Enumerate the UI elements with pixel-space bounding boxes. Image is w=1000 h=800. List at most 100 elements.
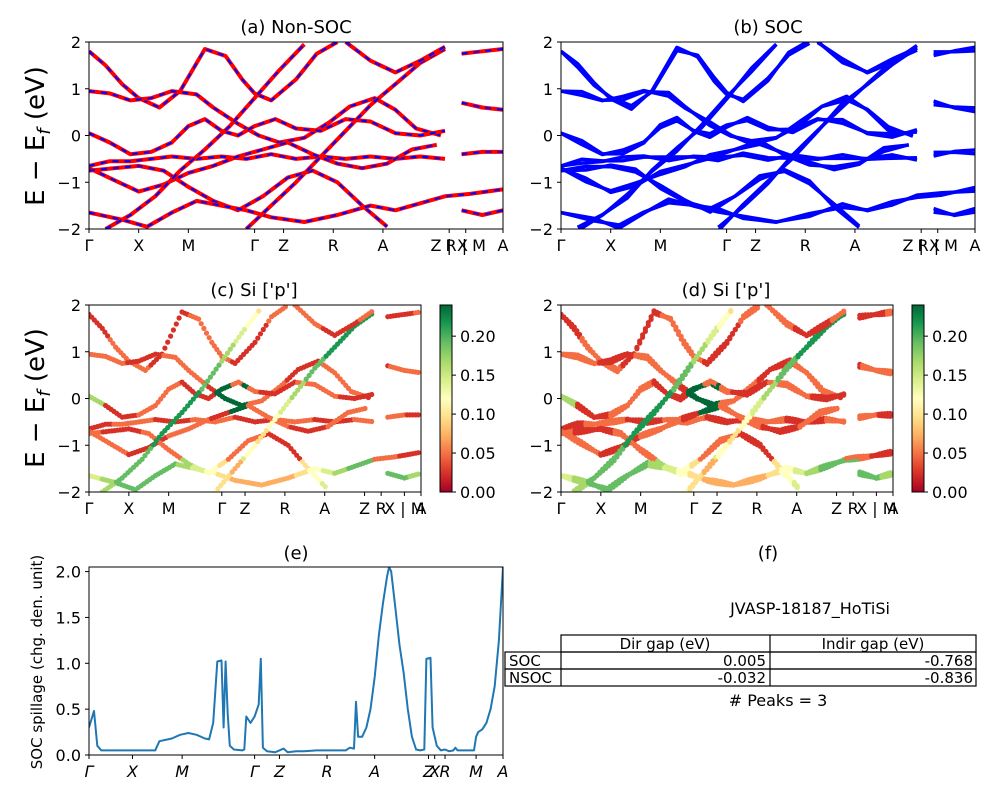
panel-b-ytick-label: −2: [529, 220, 553, 239]
proj-point: [156, 434, 162, 440]
band-line-soc: [933, 49, 975, 54]
colorbar-tick-label: 0.15: [932, 366, 968, 385]
proj-point: [369, 309, 375, 315]
colorbar-tick-label: 0.05: [460, 444, 496, 463]
panel-e-ytick-label: 1.0: [56, 654, 81, 673]
proj-point: [738, 319, 744, 325]
band-line-nonsoc-dashed: [89, 153, 446, 167]
panel-e-xtick-label: X: [126, 762, 139, 781]
band-line-soc: [933, 99, 975, 114]
panel-c-xtick-label: R: [376, 499, 387, 518]
proj-point: [247, 319, 253, 325]
proj-point: [688, 363, 694, 369]
proj-point: [752, 407, 759, 413]
proj-point: [196, 389, 202, 396]
proj-point: [634, 344, 640, 350]
panel-e-xtick-label: M: [175, 762, 189, 781]
table-row-soc-dir: 0.005: [723, 652, 766, 670]
panel-e-xtick-label: R: [439, 762, 450, 781]
panel-a-bands: [89, 42, 503, 229]
proj-point: [142, 453, 148, 459]
proj-point: [415, 369, 421, 375]
panel-c-xtick-label: Γ: [85, 499, 94, 518]
panel-e-ytick-label: 0.5: [56, 700, 81, 719]
proj-point: [252, 339, 258, 345]
proj-point: [624, 403, 631, 409]
proj-point: [224, 350, 231, 356]
panel-a-ytick-label: −2: [57, 220, 81, 239]
panel-b-xtick-label: Z | X: [902, 236, 940, 255]
proj-point: [165, 339, 171, 345]
proj-point: [887, 311, 893, 317]
panel-c-xtick-label: A: [416, 499, 427, 518]
panel-d-xtick-label: R: [848, 499, 859, 518]
proj-point: [887, 472, 893, 479]
panel-c-xtick-label: Z: [240, 499, 251, 518]
panel-d-xtick-label: Γ: [557, 499, 566, 518]
proj-point: [764, 391, 770, 397]
panel-c-title: (c) Si ['p']: [210, 280, 297, 301]
band-line-soc: [561, 42, 811, 111]
panel-c-ytick-label: 1: [71, 343, 81, 362]
panel-d-xtick-label: Z: [712, 499, 723, 518]
table-row-soc-indir: -0.768: [925, 652, 973, 670]
band-line-nonsoc: [461, 149, 503, 157]
proj-point: [295, 387, 301, 393]
proj-point: [222, 354, 228, 360]
panel-d-xtick-label: A: [791, 499, 802, 518]
proj-point: [227, 346, 233, 352]
panel-d-ytick-label: −1: [529, 436, 553, 455]
proj-point: [153, 438, 159, 444]
proj-point: [196, 316, 202, 322]
band-line-soc: [561, 163, 861, 229]
band-line-nonsoc: [344, 42, 446, 75]
panel-a-xtick-label: Γ: [85, 236, 94, 255]
table-row-nsoc-indir: -0.836: [925, 669, 973, 687]
panel-b-xtick-label: R | M: [917, 236, 957, 255]
proj-point: [260, 326, 266, 333]
proj-point: [190, 396, 196, 402]
spillage-line: [89, 567, 503, 754]
panel-e-xtick-label: Γ: [85, 762, 95, 781]
panel-a-ytick-label: 0: [71, 127, 81, 146]
colorbar-tick-label: 0.20: [932, 327, 968, 346]
proj-point: [182, 406, 188, 412]
band-line-nonsoc-dashed: [89, 90, 442, 144]
band-line-nonsoc: [461, 47, 503, 56]
proj-point: [219, 358, 225, 364]
proj-point: [256, 308, 262, 314]
proj-point: [841, 418, 847, 424]
panel-a-xtick-label: R | M: [445, 236, 485, 255]
proj-point: [235, 462, 241, 468]
panel-e-xtick-label: Γ: [250, 762, 260, 781]
panel-b-xtick-label: Z: [750, 236, 761, 255]
proj-point: [754, 305, 761, 311]
proj-point: [286, 398, 292, 404]
proj-point: [173, 321, 179, 327]
panel-a-xtick-label: X: [133, 236, 144, 255]
band-line-soc: [561, 164, 861, 228]
proj-point: [202, 382, 208, 388]
band-line-soc: [561, 89, 914, 143]
proj-point: [614, 454, 620, 460]
proj-point: [671, 387, 677, 393]
panel-a-xtick-label: M: [181, 236, 195, 255]
panel-a-xtick-label: Γ: [250, 236, 259, 255]
panel-e-ytick-label: 1.5: [56, 608, 81, 627]
band-line-soc: [561, 151, 918, 168]
proj-point: [289, 394, 295, 401]
panel-c-xtick-label: M: [162, 499, 176, 518]
panel-b-xtick-label: A: [970, 236, 981, 255]
proj-point: [207, 374, 213, 380]
panel-c-points: [89, 305, 421, 492]
proj-point: [110, 340, 116, 346]
panel-d-xtick-label: Z: [831, 499, 842, 518]
peaks-label: # Peaks = 3: [729, 691, 828, 710]
band-line-nonsoc-dashed: [89, 42, 338, 109]
panel-f-title: (f): [758, 543, 778, 564]
proj-point: [415, 309, 421, 315]
proj-point: [258, 435, 264, 441]
proj-point: [582, 339, 588, 345]
proj-point: [369, 418, 375, 425]
proj-point: [577, 331, 583, 338]
